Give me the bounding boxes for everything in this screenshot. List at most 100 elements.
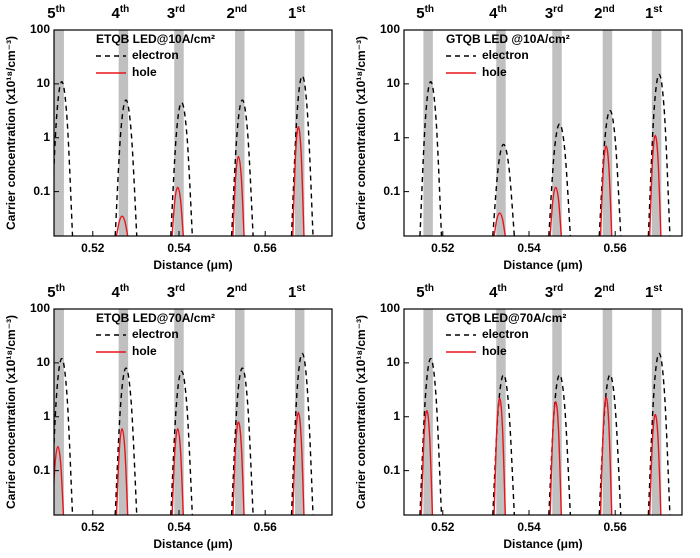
- well-suffix: th: [425, 283, 434, 294]
- series-line: [493, 212, 506, 236]
- y-tick-label: 100: [30, 22, 50, 36]
- legend-label: hole: [482, 344, 507, 358]
- quantum-well: [496, 30, 506, 236]
- well-label: 5th: [416, 4, 434, 22]
- y-tick-label: 1: [43, 409, 50, 423]
- series-line: [549, 186, 563, 236]
- well-number: 4: [111, 5, 120, 22]
- series-line: [420, 409, 434, 515]
- well-number: 4: [489, 5, 498, 22]
- x-tick-label: 0.54: [167, 520, 191, 534]
- well-suffix: nd: [602, 283, 614, 294]
- well-number: 3: [545, 5, 553, 22]
- well-number: 4: [489, 284, 498, 301]
- series-line: [230, 99, 254, 236]
- quantum-well: [651, 309, 662, 515]
- well-suffix: th: [497, 283, 506, 294]
- panel: 5th 4th 3rd 2nd 1stelectronhole0.11101000.52…: [4, 4, 333, 272]
- well-label: 2nd: [594, 283, 615, 301]
- well-suffix: th: [120, 283, 129, 294]
- y-tick-label: 1: [43, 130, 50, 144]
- quantum-well: [118, 30, 129, 236]
- y-tick-label: 0.1: [33, 463, 50, 477]
- well-suffix: nd: [235, 4, 247, 15]
- y-tick-label: 1: [393, 409, 400, 423]
- series-line: [232, 155, 245, 236]
- x-axis-label: Distance (μm): [153, 537, 232, 551]
- series-line: [647, 352, 671, 515]
- well-suffix: rd: [553, 4, 563, 15]
- plot-area: [419, 30, 671, 236]
- well-label: 1st: [288, 283, 306, 301]
- plot-frame: [403, 29, 683, 237]
- y-tick-label: 1: [393, 130, 400, 144]
- x-tick-label: 0.54: [167, 241, 191, 255]
- x-tick-label: 0.54: [517, 520, 541, 534]
- well-number: 2: [226, 284, 234, 301]
- y-tick-label: 10: [387, 76, 401, 90]
- well-suffix: nd: [602, 4, 614, 15]
- well-label: 3rd: [167, 4, 185, 22]
- well-label: 1st: [645, 283, 663, 301]
- panel: 5th 4th 3rd 2nd 1stelectronhole0.11101000.52…: [354, 283, 683, 551]
- well-suffix: th: [497, 4, 506, 15]
- series-line: [171, 186, 184, 236]
- well-label: 1st: [645, 4, 663, 22]
- series-line: [599, 396, 613, 515]
- well-suffix: st: [296, 4, 306, 15]
- well-label: 3rd: [167, 283, 185, 301]
- series-line: [549, 401, 563, 515]
- legend-label: hole: [482, 65, 507, 79]
- x-tick-label: 0.56: [604, 241, 628, 255]
- well-number: 1: [288, 5, 296, 22]
- chart-title: ETQB LED@70A/cm²: [96, 311, 215, 325]
- legend-label: electron: [132, 48, 179, 62]
- series-line: [419, 357, 443, 515]
- series-line: [115, 427, 129, 515]
- well-label: 4th: [111, 283, 129, 301]
- series-line: [292, 411, 305, 515]
- well-number: 1: [645, 284, 653, 301]
- plot-frame: [53, 308, 333, 516]
- series-line: [648, 413, 662, 515]
- well-number: 3: [167, 284, 175, 301]
- legend-label: hole: [132, 65, 157, 79]
- well-label: 2nd: [594, 4, 615, 22]
- y-axis-label: Carrier concentration (x10¹⁸/cm⁻³): [354, 315, 368, 509]
- x-axis-label: Distance (μm): [503, 258, 582, 272]
- legend-label: electron: [482, 48, 529, 62]
- quantum-well: [651, 30, 662, 236]
- well-number: 2: [594, 5, 602, 22]
- well-number: 1: [645, 5, 653, 22]
- series-line: [598, 109, 622, 236]
- series-line: [54, 357, 74, 515]
- series-line: [115, 215, 129, 236]
- well-suffix: nd: [235, 283, 247, 294]
- quantum-well: [174, 309, 184, 515]
- x-axis-label: Distance (μm): [503, 537, 582, 551]
- well-number: 4: [111, 284, 120, 301]
- quantum-well: [602, 30, 613, 236]
- well-suffix: rd: [175, 283, 185, 294]
- plot-area: [419, 309, 671, 515]
- quantum-well: [294, 309, 305, 515]
- well-suffix: st: [296, 283, 306, 294]
- x-tick-label: 0.52: [431, 241, 455, 255]
- well-label: 5th: [47, 4, 65, 22]
- well-number: 5: [47, 284, 55, 301]
- y-tick-label: 0.1: [383, 463, 400, 477]
- well-suffix: rd: [175, 4, 185, 15]
- y-axis-label: Carrier concentration (x10¹⁸/cm⁻³): [4, 36, 18, 230]
- well-number: 5: [47, 5, 55, 22]
- chart-title: ETQB LED@10A/cm²: [96, 32, 215, 46]
- well-label: 4th: [489, 283, 507, 301]
- y-axis-label: Carrier concentration (x10¹⁸/cm⁻³): [4, 315, 18, 509]
- series-line: [292, 126, 305, 236]
- quantum-well: [235, 309, 245, 515]
- plot-area: [54, 30, 314, 236]
- x-tick-label: 0.56: [604, 520, 628, 534]
- quantum-well: [54, 30, 64, 236]
- legend-label: electron: [482, 327, 529, 341]
